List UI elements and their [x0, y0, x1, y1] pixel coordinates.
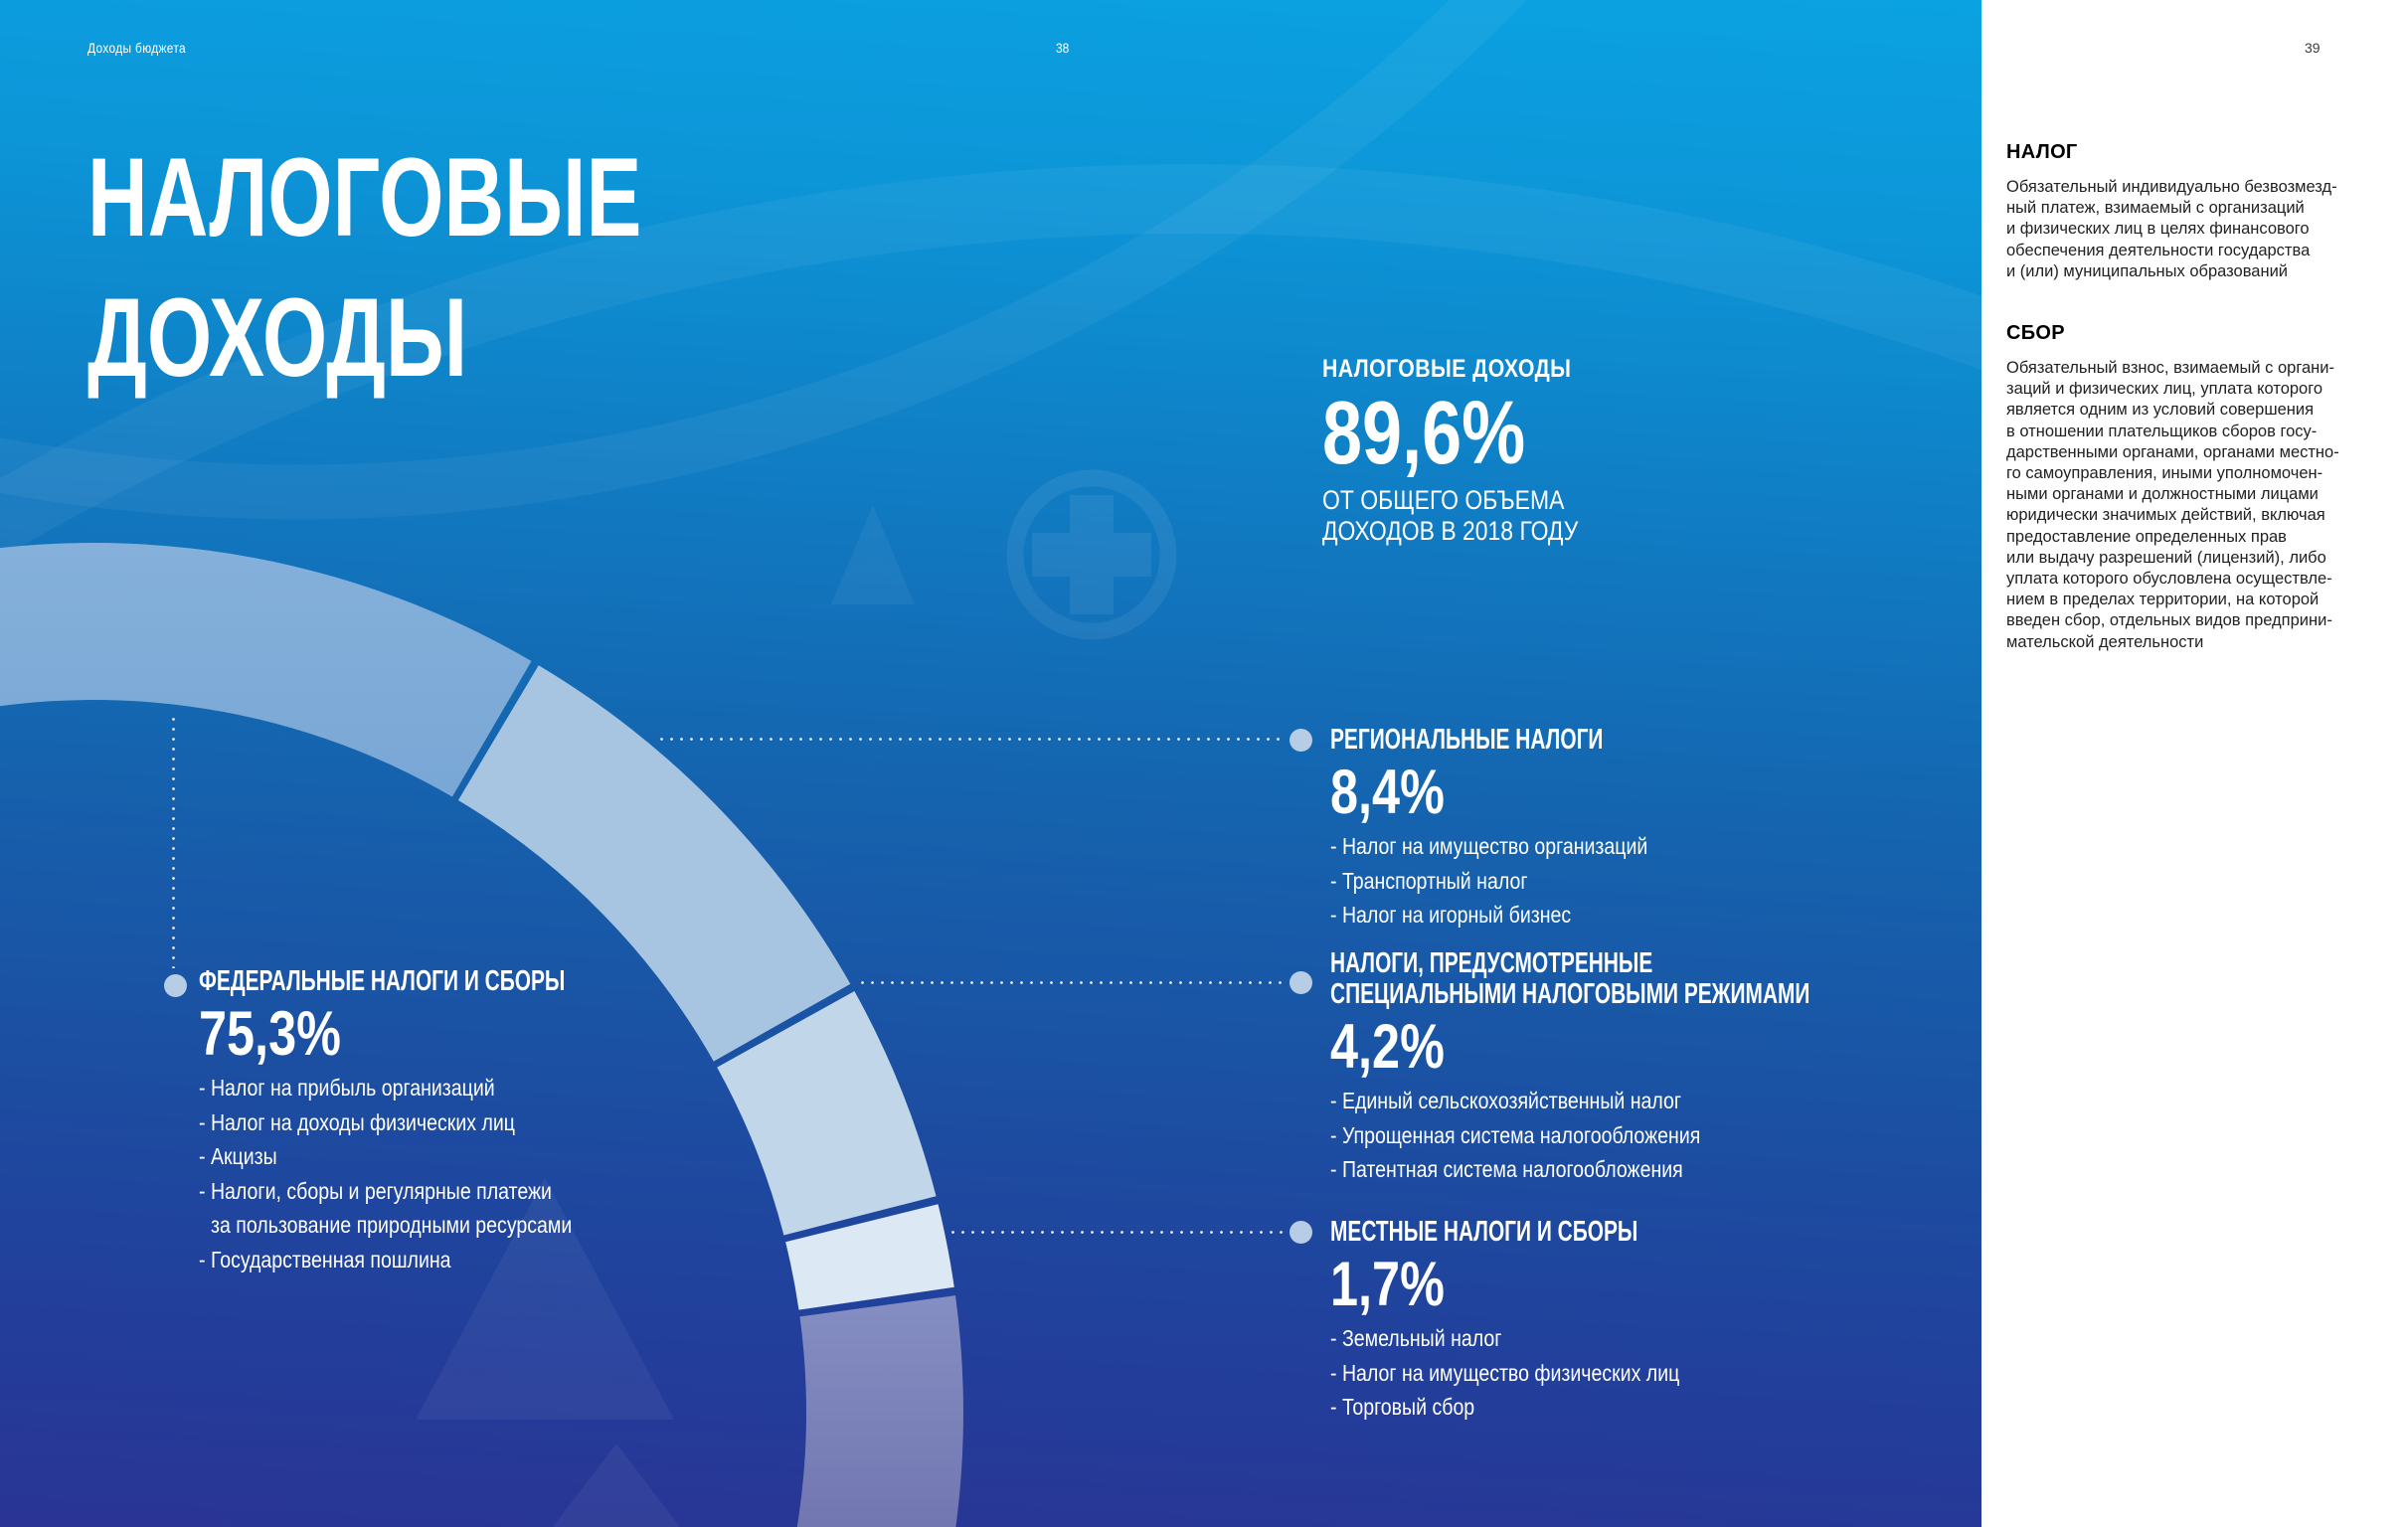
list-item: - Государственная пошлина	[199, 1246, 451, 1272]
triangle-decoration	[553, 1443, 680, 1527]
page-title: НАЛОГОВЫЕ ДОХОДЫ	[87, 135, 642, 400]
callout-items: - Единый сельскохозяйственный налог - Уп…	[1330, 1084, 1981, 1187]
plus-icon	[1032, 495, 1151, 614]
leader-line-special	[861, 981, 1287, 984]
callout-title: ФЕДЕРАЛЬНЫЕ НАЛОГИ И СБОРЫ	[199, 965, 566, 997]
donut-segment	[785, 1204, 954, 1310]
donut-segment	[717, 991, 937, 1236]
list-item: - Налог на игорный бизнес	[1330, 902, 1572, 928]
list-item: - Налог на имущество организаций	[1330, 833, 1648, 859]
definition-levy: СБОР Обязательный взнос, взимаемый с орг…	[2006, 322, 2384, 653]
callout-items: - Земельный налог - Налог на имущество ф…	[1330, 1321, 1758, 1425]
callout-value: 8,4%	[1330, 758, 1445, 827]
left-page: Доходы бюджета 38 НАЛОГОВЫЕ ДОХОДЫ НАЛОГО…	[0, 0, 1981, 1527]
donut-chart	[0, 0, 1981, 1527]
callout-title: МЕСТНЫЕ НАЛОГИ И СБОРЫ	[1330, 1216, 1638, 1248]
donut-segment	[457, 665, 851, 1062]
list-item: - Налог на имущество физических лиц	[1330, 1359, 1680, 1386]
leader-line-regional	[660, 738, 1287, 741]
list-item: - Торговый сбор	[1330, 1394, 1475, 1420]
leader-line-federal	[172, 718, 175, 968]
list-item: - Акцизы	[199, 1143, 277, 1169]
callout-local: МЕСТНЫЕ НАЛОГИ И СБОРЫ 1,7% - Земельный …	[1330, 1217, 1758, 1425]
definition-term: НАЛОГ	[2006, 141, 2078, 163]
list-item: - Упрощенная система налогообложения	[1330, 1121, 1701, 1148]
list-item: - Единый сельскохозяйственный налог	[1330, 1088, 1682, 1113]
running-header: Доходы бюджета	[87, 40, 186, 56]
list-item: - Налог на доходы физических лиц	[199, 1108, 515, 1135]
callout-value: 4,2%	[1330, 1012, 1445, 1082]
callout-value: 1,7%	[1330, 1250, 1445, 1319]
list-item: - Налог на прибыль организаций	[199, 1075, 495, 1101]
summary-label: НАЛОГОВЫЕ ДОХОДЫ	[1322, 355, 1572, 383]
definition-body: Обязательный взнос, взимаемый с органи-з…	[2006, 359, 2339, 651]
summary-caption: ОТ ОБЩЕГО ОБЪЕМА ДОХОДОВ В 2018 ГОДУ	[1322, 485, 1579, 546]
list-item: - Транспортный налог	[1330, 867, 1528, 894]
callout-items: - Налог на имущество организаций - Транс…	[1330, 829, 1709, 933]
page-number-left: 38	[1056, 40, 1070, 56]
leader-line-local	[951, 1231, 1287, 1234]
summary-value: 89,6%	[1322, 384, 1526, 483]
callout-items: - Налог на прибыль организаций - Налог н…	[199, 1071, 708, 1276]
bullet-dot-special	[1290, 971, 1312, 994]
callout-value: 75,3%	[199, 999, 341, 1069]
list-item: - Земельный налог	[1330, 1325, 1502, 1351]
circle-outline-decoration	[0, 164, 1981, 560]
definitions-panel: 39 НАЛОГ Обязательный индивидуально безв…	[1981, 0, 2408, 1527]
bullet-dot-federal	[164, 974, 187, 997]
triangle-decoration	[831, 505, 915, 604]
callout-title: НАЛОГИ, ПРЕДУСМОТРЕННЫЕ СПЕЦИАЛЬНЫМИ НАЛО…	[1330, 947, 1810, 1010]
bullet-dot-regional	[1290, 729, 1312, 752]
list-item: - Налоги, сборы и регулярные платежи	[199, 1177, 552, 1204]
circle-outline-decoration	[0, 0, 1527, 519]
callout-title: РЕГИОНАЛЬНЫЕ НАЛОГИ	[1330, 724, 1604, 756]
callout-regional: РЕГИОНАЛЬНЫЕ НАЛОГИ 8,4% - Налог на имущ…	[1330, 725, 1709, 933]
list-item: за пользование природными ресурсами	[211, 1212, 573, 1238]
callout-federal: ФЕДЕРАЛЬНЫЕ НАЛОГИ И СБОРЫ 75,3% - Налог…	[199, 966, 708, 1276]
definition-term: СБОР	[2006, 322, 2065, 344]
definition-tax: НАЛОГ Обязательный индивидуально безвозм…	[2006, 141, 2384, 282]
list-item: - Патентная система налогообложения	[1330, 1156, 1683, 1182]
donut-segment	[0, 543, 532, 1527]
summary-stat: НАЛОГОВЫЕ ДОХОДЫ 89,6% ОТ ОБЩЕГО ОБЪЕМА Д…	[1322, 354, 1624, 547]
bullet-dot-local	[1290, 1221, 1312, 1244]
callout-special-regimes: НАЛОГИ, ПРЕДУСМОТРЕННЫЕ СПЕЦИАЛЬНЫМИ НАЛО…	[1330, 948, 1981, 1187]
page-number-right: 39	[2305, 40, 2321, 56]
donut-segment	[796, 1295, 963, 1527]
triangle-decoration	[416, 1178, 674, 1420]
definition-body: Обязательный индивидуально безвозмезд-ны…	[2006, 178, 2337, 280]
plus-circle-icon	[1006, 469, 1177, 640]
